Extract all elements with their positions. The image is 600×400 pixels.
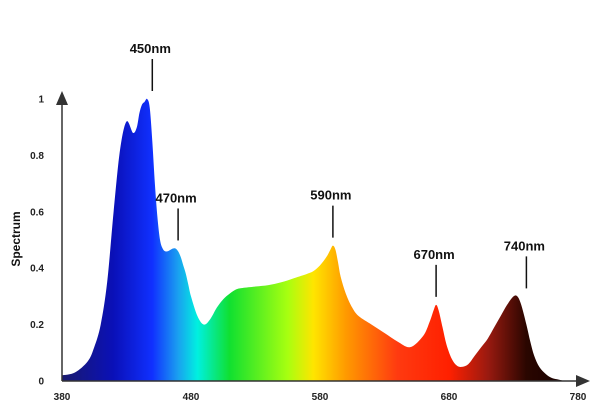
y-tick-labels: 0 0.2 0.4 0.6 0.8 1: [30, 95, 44, 388]
annotation-label: 670nm: [413, 247, 454, 262]
y-axis-label: Spectrum: [9, 211, 23, 266]
annotation-label: 470nm: [155, 190, 196, 205]
x-tick-label: 580: [312, 392, 329, 400]
peak-annotations: 450nm 470nm 590nm 670nm 740nm: [130, 41, 545, 297]
y-tick-label: 0.6: [30, 207, 44, 218]
plot-area: [62, 98, 578, 382]
y-tick-label: 0: [38, 377, 44, 388]
y-tick-label: 1: [38, 95, 44, 106]
y-tick-label: 0.2: [30, 320, 44, 331]
x-tick-label: 480: [183, 392, 200, 400]
spectrum-area: [62, 98, 578, 382]
x-tick-labels: 380 480 580 680 780: [54, 392, 587, 400]
x-tick-label: 780: [570, 392, 587, 400]
x-tick-label: 680: [441, 392, 458, 400]
x-axis-arrow-icon: [576, 375, 590, 387]
y-tick-label: 0.8: [30, 151, 44, 162]
axes: [56, 91, 590, 387]
annotation-label: 450nm: [130, 41, 171, 56]
annotation-label: 740nm: [504, 238, 545, 253]
y-tick-label: 0.4: [30, 264, 44, 275]
y-axis-arrow-icon: [56, 91, 68, 105]
x-tick-label: 380: [54, 392, 71, 400]
annotation-label: 590nm: [310, 188, 351, 203]
